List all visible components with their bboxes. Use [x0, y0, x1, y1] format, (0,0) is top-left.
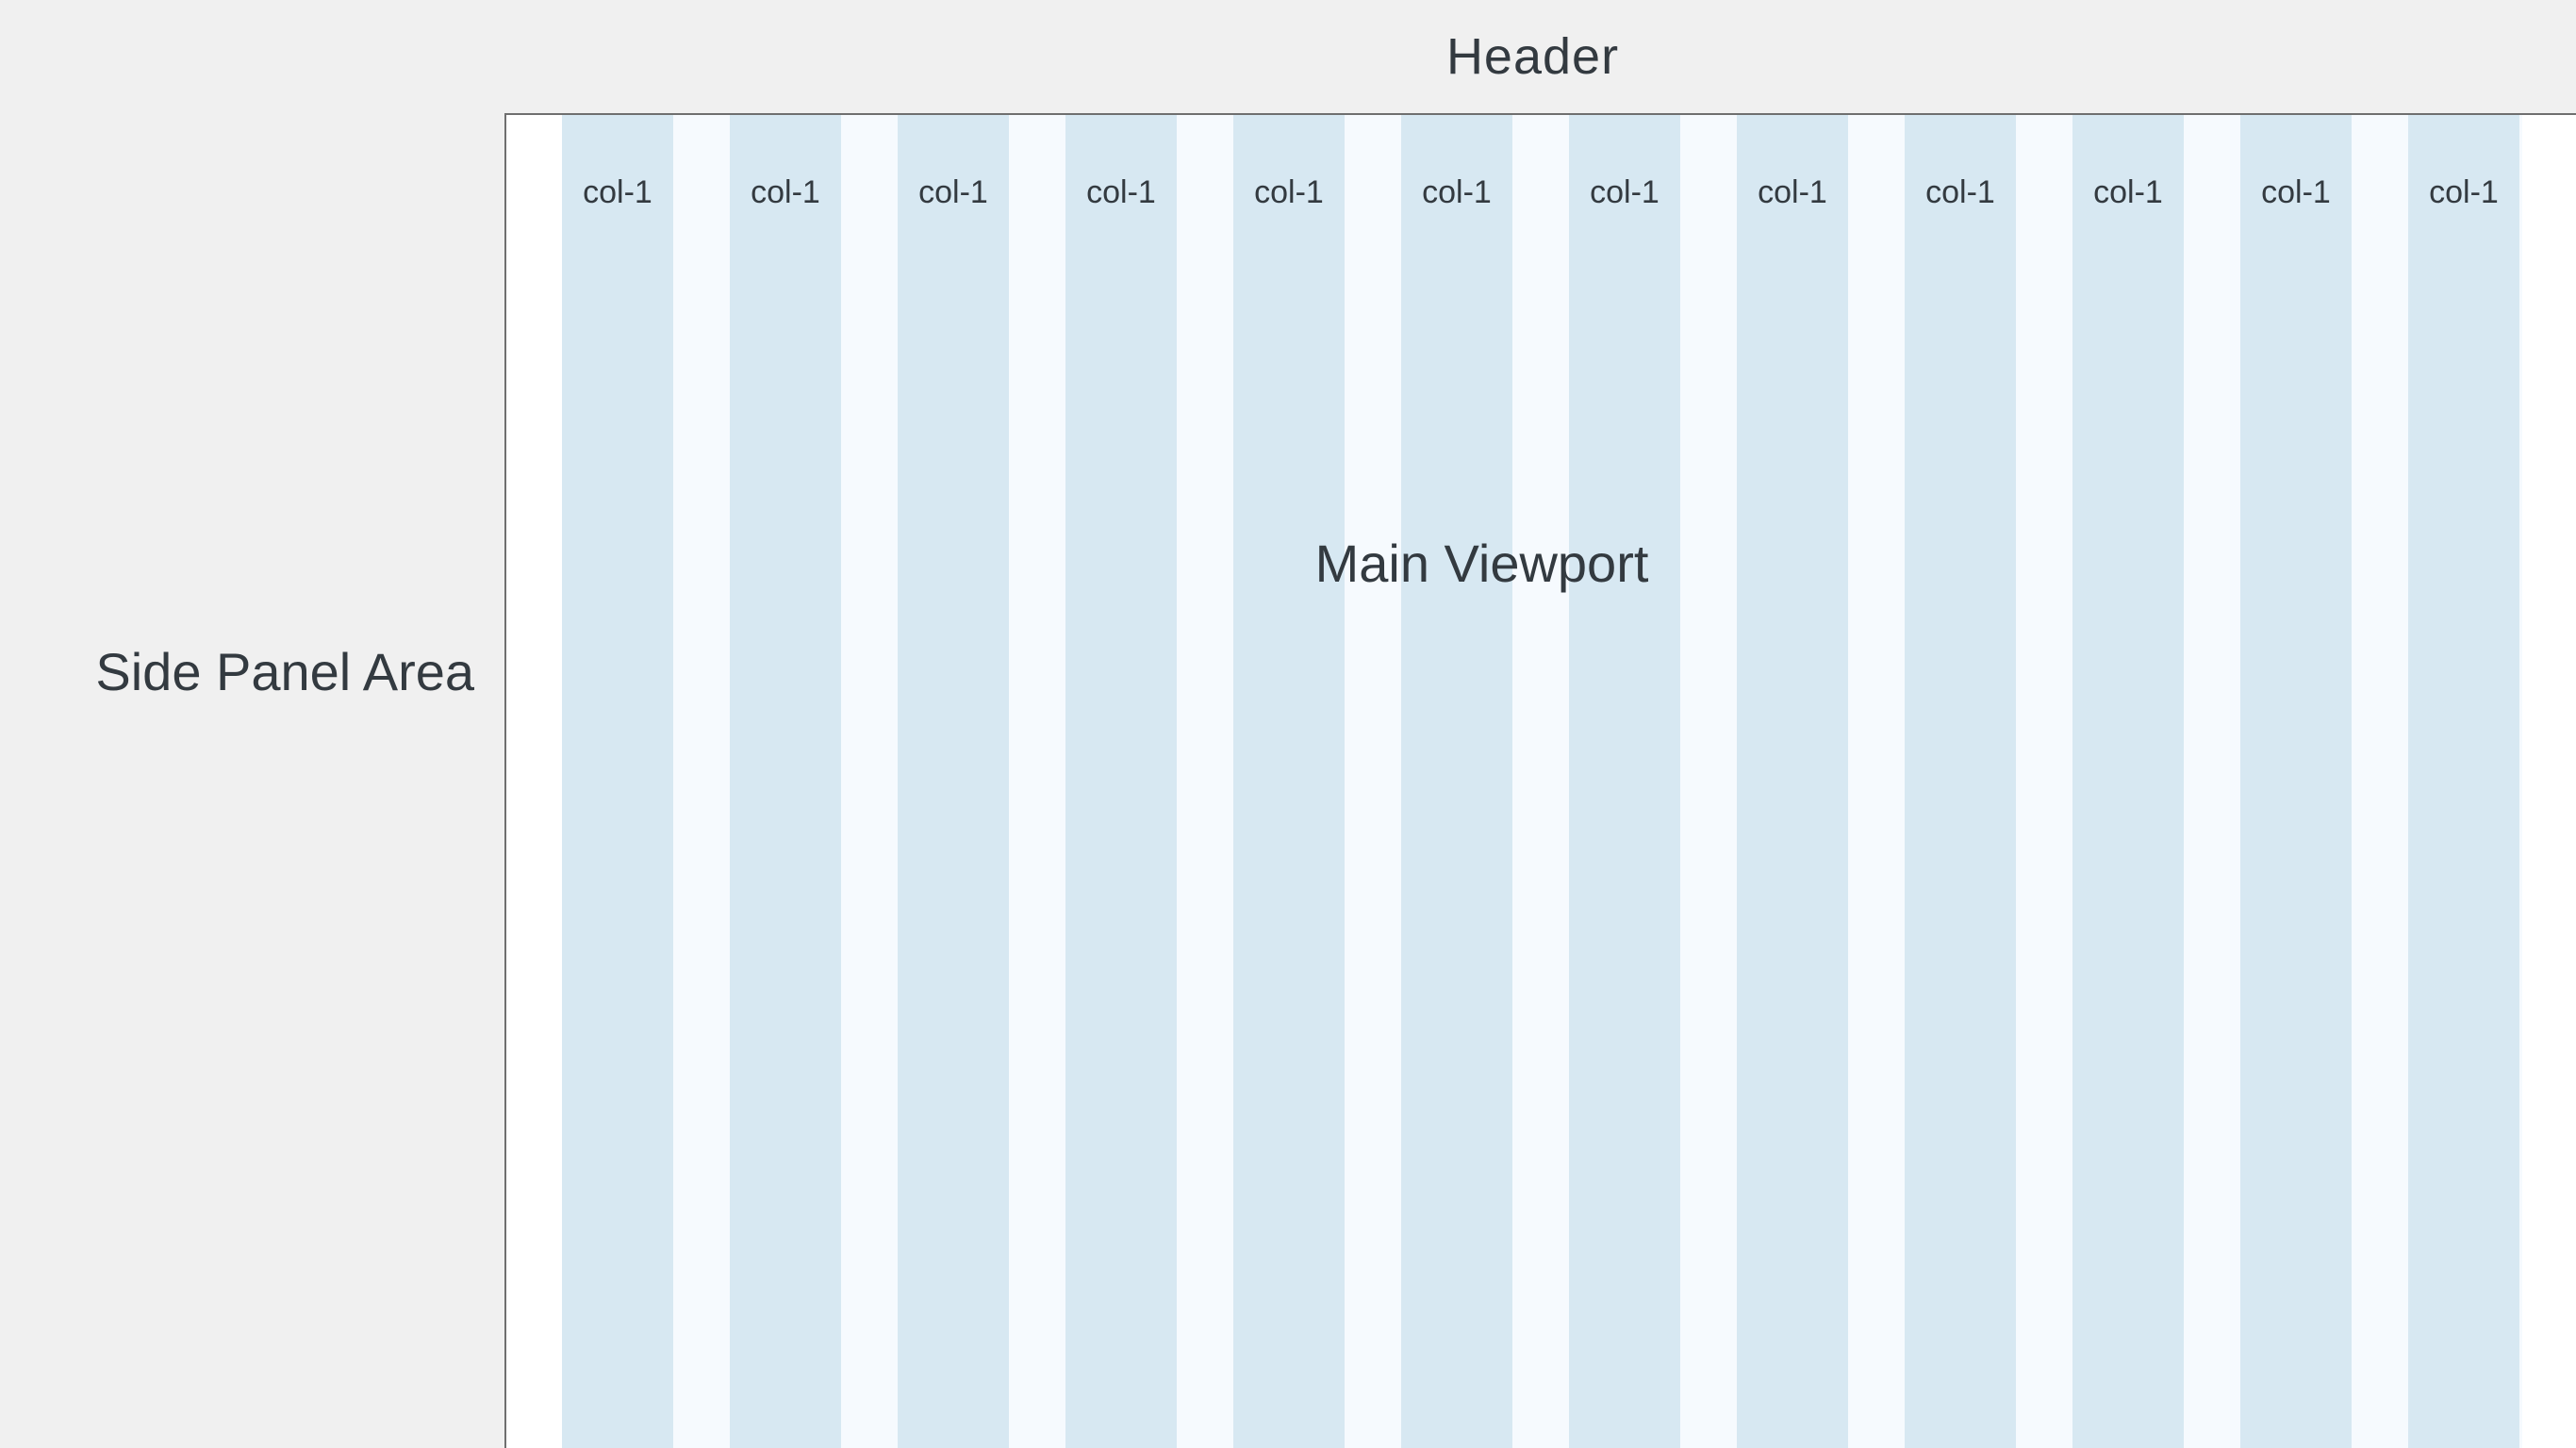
column-grid: col-1 col-1 col-1 col-1 col-1 col-1 col-…	[562, 115, 2522, 1448]
column-label: col-1	[583, 174, 652, 210]
column-label: col-1	[2261, 174, 2331, 210]
grid-column: col-1	[2408, 115, 2519, 1448]
column-label: col-1	[751, 174, 820, 210]
column-label: col-1	[1590, 174, 1660, 210]
column-label: col-1	[1758, 174, 1827, 210]
column-label: col-1	[1254, 174, 1324, 210]
grid-column: col-1	[1233, 115, 1345, 1448]
column-label: col-1	[918, 174, 988, 210]
grid-column: col-1	[730, 115, 841, 1448]
grid-column: col-1	[2072, 115, 2184, 1448]
column-label: col-1	[2429, 174, 2499, 210]
grid-column: col-1	[1905, 115, 2016, 1448]
column-label: col-1	[1925, 174, 1995, 210]
column-label: col-1	[1422, 174, 1492, 210]
header-region: Header	[504, 0, 2576, 113]
grid-column: col-1	[1569, 115, 1680, 1448]
grid-column: col-1	[562, 115, 673, 1448]
main-viewport-region: col-1 col-1 col-1 col-1 col-1 col-1 col-…	[504, 113, 2576, 1448]
column-label: col-1	[1086, 174, 1156, 210]
grid-column: col-1	[2240, 115, 2352, 1448]
grid-column: col-1	[1401, 115, 1512, 1448]
side-panel-region: Side Panel Area	[0, 113, 504, 1448]
side-panel-label: Side Panel Area	[95, 641, 474, 701]
grid-column: col-1	[1065, 115, 1177, 1448]
header-label: Header	[1445, 28, 1620, 85]
column-label: col-1	[2093, 174, 2163, 210]
grid-column: col-1	[898, 115, 1009, 1448]
grid-column: col-1	[1737, 115, 1848, 1448]
